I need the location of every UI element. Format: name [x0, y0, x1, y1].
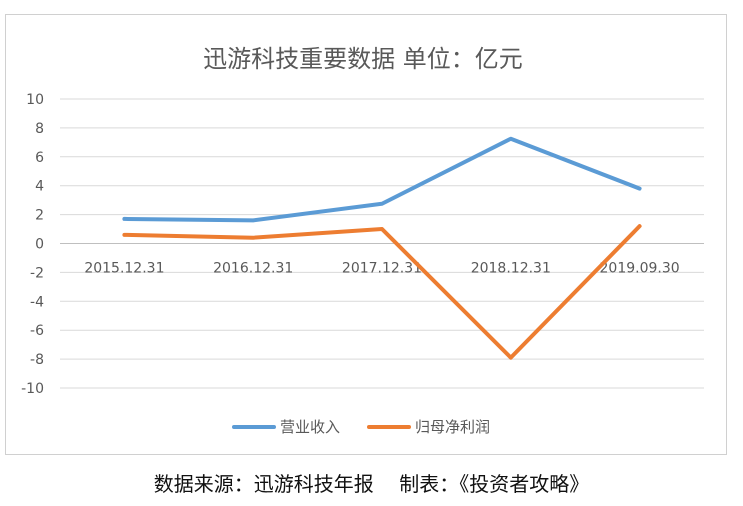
series-line-2: [122, 224, 642, 360]
legend-label-1: 营业收入: [280, 418, 340, 436]
y-tick-label: 0: [35, 237, 44, 253]
y-tick-label: -6: [30, 323, 44, 339]
x-tick-label: 2018.12.31: [471, 261, 551, 277]
y-tick-label: -10: [21, 381, 44, 397]
y-tick-label: -8: [30, 352, 44, 368]
x-tick-label: 2017.12.31: [342, 261, 422, 277]
y-tick-label: 6: [35, 150, 44, 166]
legend-label-2: 归母净利润: [415, 418, 490, 436]
y-tick-label: -4: [30, 294, 44, 310]
y-tick-label: 2: [35, 208, 44, 224]
series-line-1: [122, 136, 642, 223]
source-note: 数据来源：迅游科技年报 制表：《投资者攻略》: [0, 468, 743, 497]
x-tick-label: 2015.12.31: [84, 261, 164, 277]
x-tick-label: 2016.12.31: [213, 261, 293, 277]
y-tick-label: 8: [35, 121, 44, 137]
maker-text: 制表：《投资者攻略》: [399, 472, 590, 496]
chart-title: 迅游科技重要数据 单位：亿元: [203, 45, 523, 73]
y-tick-label: -2: [30, 265, 44, 281]
y-tick-label: 10: [26, 92, 44, 108]
x-tick-label: 2019.09.30: [600, 261, 680, 277]
source-text: 数据来源：迅游科技年报: [153, 472, 374, 496]
y-tick-label: 4: [35, 179, 44, 195]
